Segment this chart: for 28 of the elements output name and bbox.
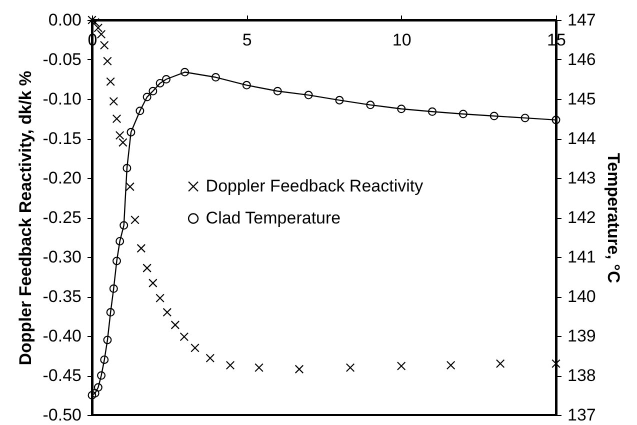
y-tick-label: -0.20 (42, 168, 82, 188)
legend-label: Doppler Feedback Reactivity (206, 176, 424, 196)
x-tick-label: 10 (392, 30, 412, 50)
y-tick-label: -0.35 (42, 287, 82, 306)
y-tick-label: -0.10 (42, 90, 82, 108)
y-tick-label: -0.45 (42, 366, 82, 385)
x-tick-label: 5 (242, 30, 252, 50)
y-tick-label: 0.00 (48, 10, 82, 30)
y-tick-label: -0.50 (42, 406, 82, 424)
y2-tick-label: 138 (568, 366, 596, 385)
y-axis-title: Doppler Feedback Reactivity, dk/k % (16, 70, 35, 366)
y-tick-label: -0.30 (42, 248, 82, 266)
y2-tick-label: 141 (568, 248, 596, 266)
y2-tick-label: 147 (568, 10, 596, 30)
y2-tick-label: 144 (568, 129, 596, 148)
legend-label: Clad Temperature (206, 208, 341, 228)
y2-tick-label: 142 (568, 208, 596, 227)
y-tick-label: -0.25 (42, 208, 82, 227)
y-tick-label: -0.40 (42, 326, 82, 346)
y2-tick-label: 145 (568, 90, 596, 108)
y2-tick-label: 137 (568, 406, 596, 424)
y-tick-label: -0.05 (42, 50, 82, 69)
y2-tick-label: 139 (568, 326, 596, 346)
y2-tick-label: 146 (568, 50, 596, 69)
y2-axis-title: Temperature, °C (604, 152, 623, 284)
y-tick-label: -0.15 (42, 129, 82, 148)
y2-tick-label: 143 (568, 168, 596, 188)
y2-tick-label: 140 (568, 287, 596, 306)
